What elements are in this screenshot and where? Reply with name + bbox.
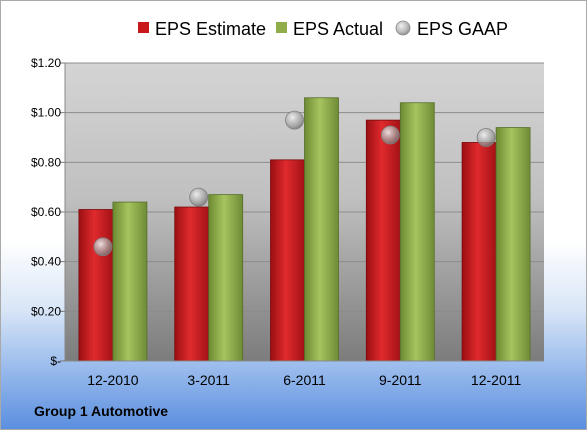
y-tick-label: $0.20 bbox=[31, 304, 61, 318]
actual-bar bbox=[304, 97, 339, 362]
legend-label-actual: EPS Actual bbox=[293, 19, 383, 39]
x-tick-label: 3-2011 bbox=[187, 372, 230, 388]
y-tick-label: $- bbox=[50, 354, 61, 368]
actual-bar bbox=[208, 194, 244, 362]
y-tick-label: $1.00 bbox=[31, 106, 61, 120]
y-tick-label: $1.20 bbox=[31, 56, 61, 70]
bars bbox=[78, 97, 531, 362]
gaap-point bbox=[380, 125, 400, 145]
estimate-bar bbox=[270, 159, 305, 362]
estimate-bar bbox=[365, 119, 401, 362]
legend-swatch-actual bbox=[276, 22, 287, 33]
gaap-points bbox=[93, 110, 496, 257]
company-name: Group 1 Automotive bbox=[34, 403, 169, 419]
legend-marker-gaap bbox=[395, 20, 411, 36]
y-tick-label: $0.60 bbox=[31, 205, 61, 219]
actual-bar bbox=[495, 127, 531, 362]
x-tick-label: 9-2011 bbox=[379, 372, 422, 388]
legend-label-estimate: EPS Estimate bbox=[155, 19, 266, 39]
actual-bar bbox=[112, 201, 148, 362]
y-tick-label: $0.40 bbox=[31, 255, 61, 269]
y-axis: $- $0.20 $0.40 $0.60 $0.80 $1.00 $1.20 bbox=[31, 56, 66, 368]
estimate-bar bbox=[461, 142, 497, 362]
estimate-bar bbox=[78, 209, 114, 362]
y-tick-label: $0.80 bbox=[31, 155, 61, 169]
estimate-bar bbox=[174, 206, 210, 362]
gaap-point bbox=[285, 110, 304, 130]
x-tick-label: 6-2011 bbox=[283, 372, 326, 388]
x-axis: 12-2010 3-2011 6-2011 9-2011 12-2011 bbox=[65, 360, 544, 388]
x-tick-label: 12-2011 bbox=[471, 372, 522, 388]
legend: EPS Estimate EPS Actual EPS GAAP bbox=[138, 19, 508, 39]
gaap-point bbox=[93, 237, 113, 257]
x-tick-label: 12-2010 bbox=[87, 372, 139, 388]
actual-bar bbox=[399, 102, 435, 362]
gaap-point bbox=[476, 128, 496, 147]
gaap-point bbox=[189, 187, 209, 207]
legend-label-gaap: EPS GAAP bbox=[417, 19, 508, 39]
legend-swatch-estimate bbox=[138, 22, 149, 33]
